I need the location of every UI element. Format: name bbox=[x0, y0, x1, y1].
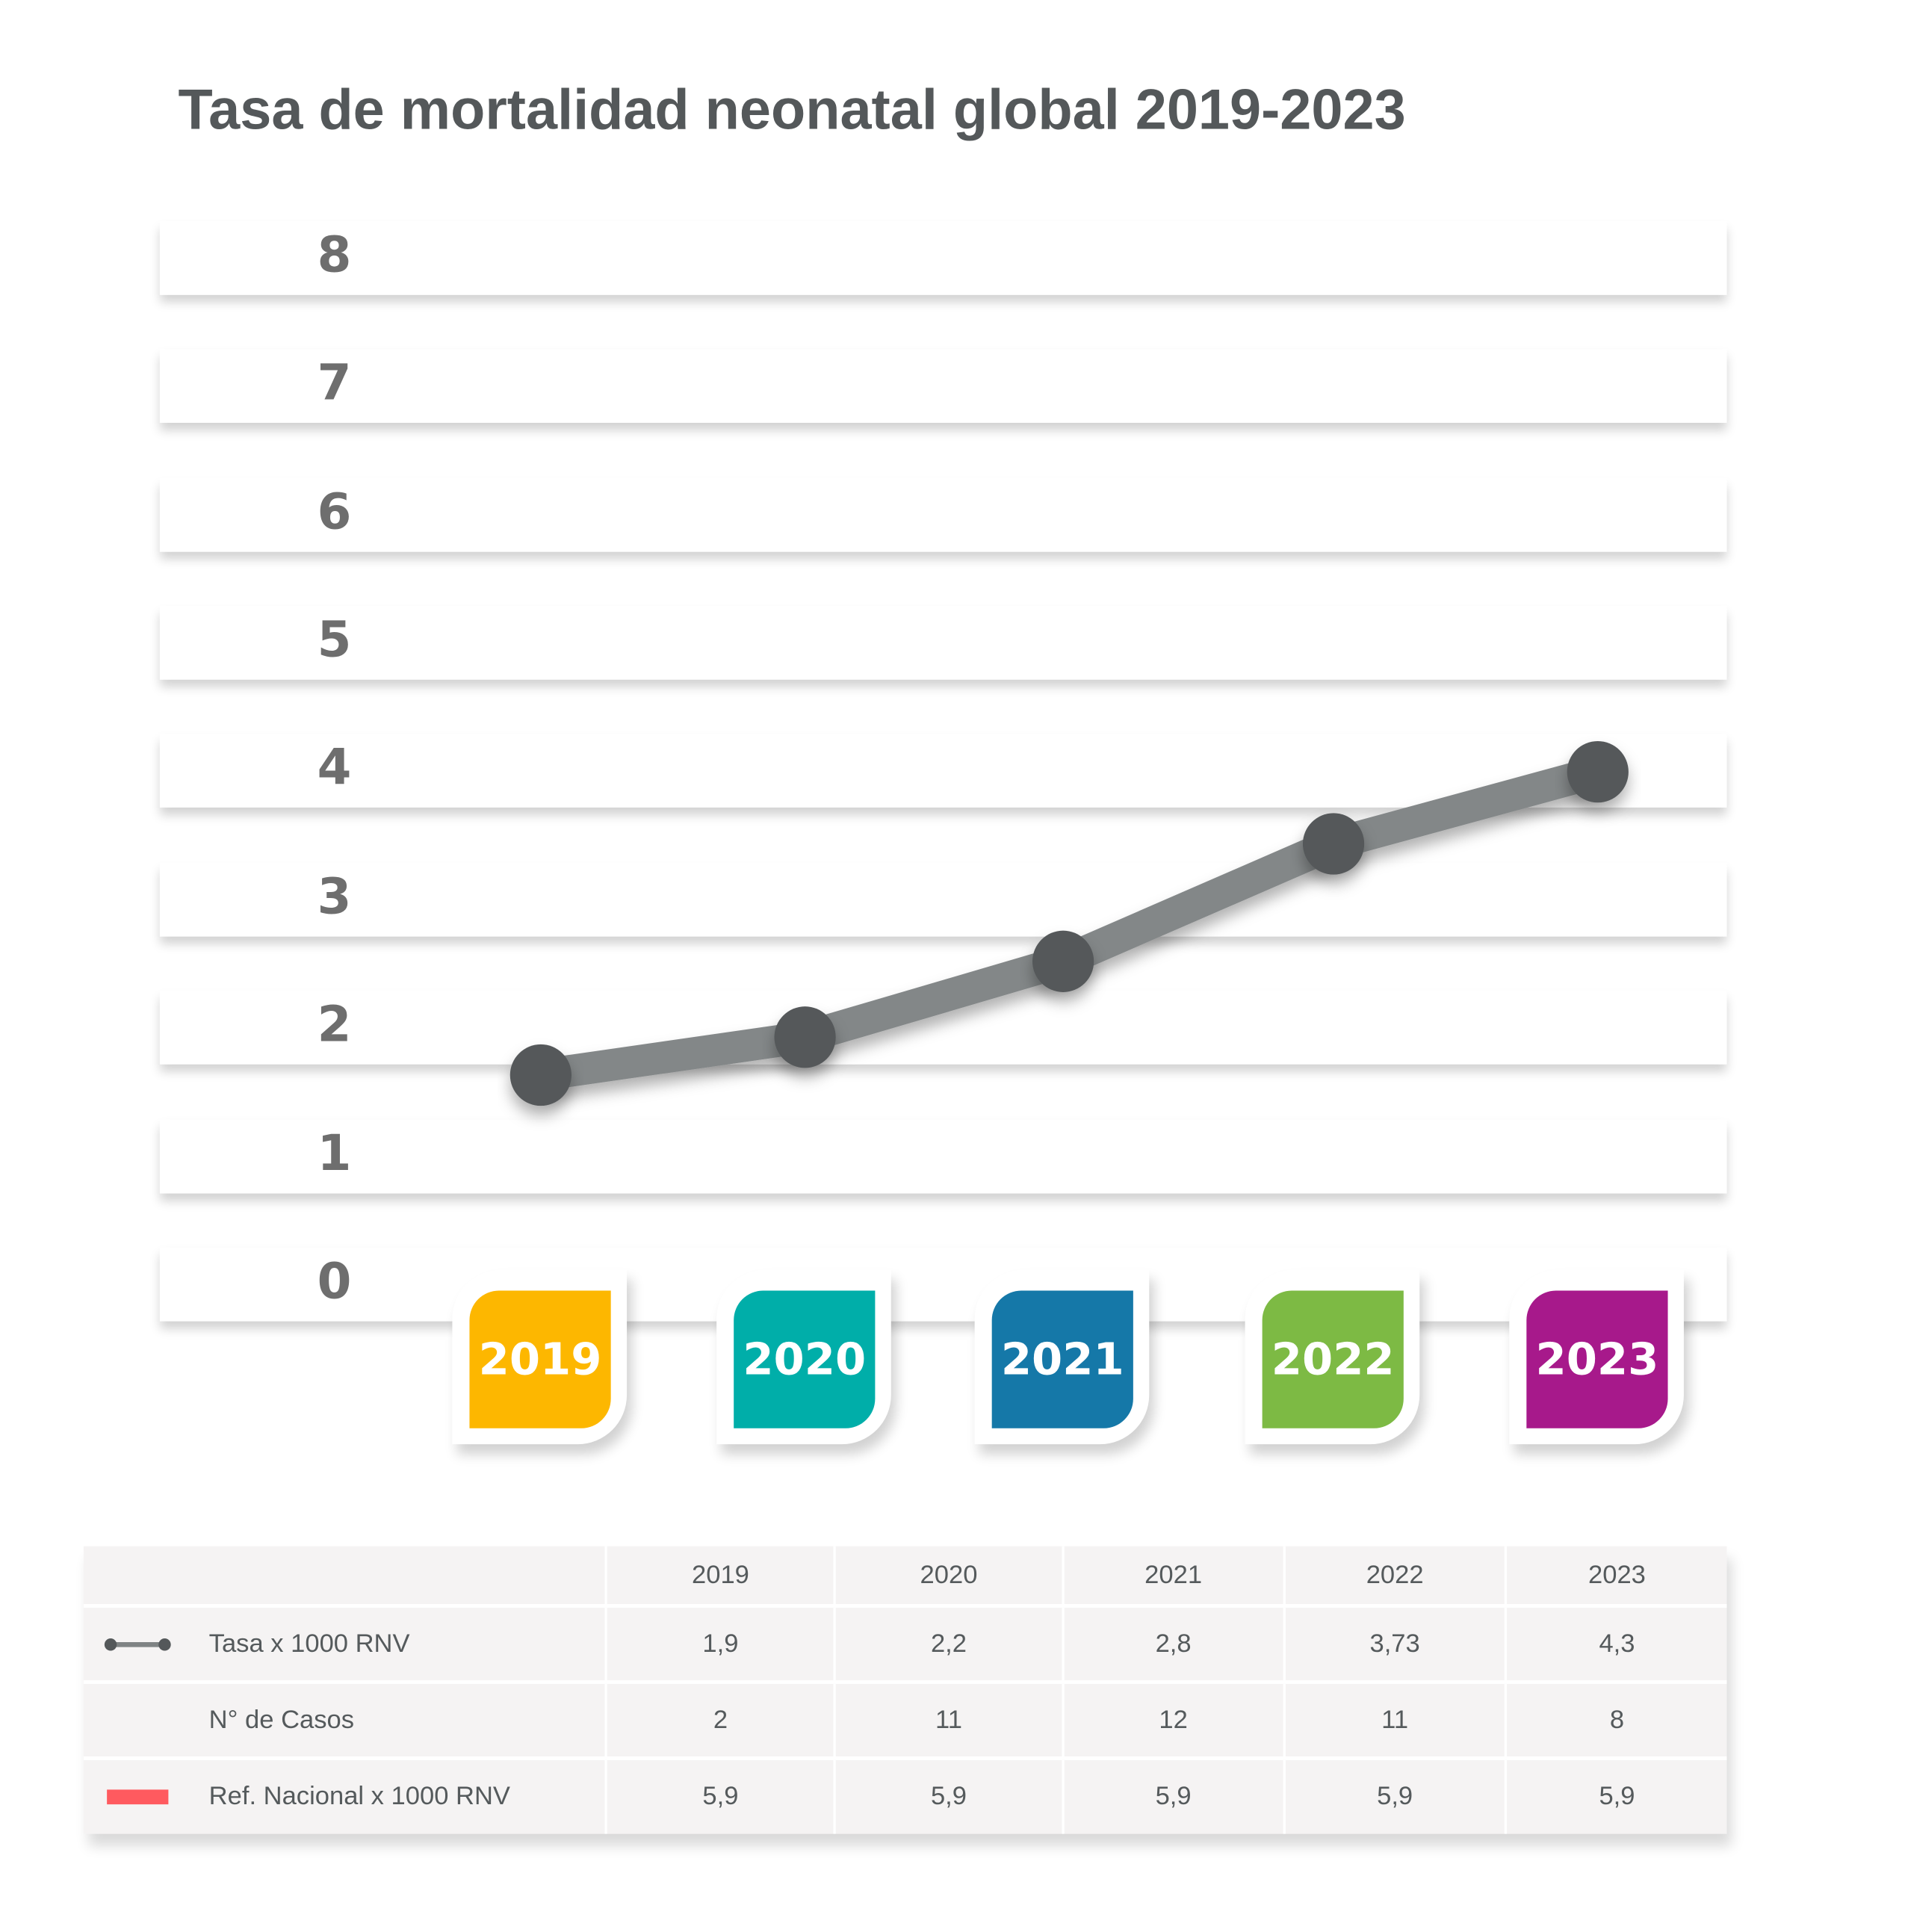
row-label: Ref. Nacional x 1000 RNV bbox=[84, 1760, 605, 1834]
table-cell: 2 bbox=[605, 1683, 834, 1756]
grid-band bbox=[159, 220, 1727, 295]
table-cell: 5,9 bbox=[833, 1759, 1062, 1834]
row-label-text: N° de Casos bbox=[208, 1705, 355, 1734]
x-category-card: 2020 bbox=[716, 1269, 891, 1445]
x-category-card: 2022 bbox=[1245, 1269, 1420, 1445]
y-tick-label: 1 bbox=[317, 1125, 352, 1183]
x-tick-label: 2023 bbox=[1526, 1290, 1668, 1428]
table-cell: 2,8 bbox=[1062, 1607, 1283, 1680]
header-cell: 2022 bbox=[1282, 1546, 1505, 1604]
data-point bbox=[1567, 740, 1629, 803]
header-blank bbox=[84, 1546, 605, 1604]
table-header-row: 2019 2020 2021 2022 2023 bbox=[83, 1546, 1727, 1608]
line-marker-legend-icon bbox=[104, 1638, 171, 1651]
x-category-card: 2021 bbox=[974, 1269, 1150, 1445]
header-cell: 2020 bbox=[833, 1546, 1062, 1604]
grid-band bbox=[159, 477, 1727, 552]
y-tick-label: 8 bbox=[317, 227, 352, 284]
data-table: 2019 2020 2021 2022 2023 Tasa x 1000 RNV… bbox=[83, 1546, 1727, 1834]
data-point bbox=[1302, 813, 1365, 875]
y-tick-label: 6 bbox=[317, 483, 352, 541]
grid-band bbox=[159, 349, 1727, 424]
series-line bbox=[538, 756, 1602, 1092]
data-point bbox=[509, 1044, 572, 1106]
chart-title: Tasa de mortalidad neonatal global 2019-… bbox=[178, 77, 1406, 142]
table-row: Ref. Nacional x 1000 RNV 5,9 5,9 5,9 5,9… bbox=[84, 1759, 1727, 1834]
table-cell: 5,9 bbox=[1505, 1759, 1726, 1834]
table-cell: 1,9 bbox=[605, 1607, 834, 1680]
x-tick-label: 2020 bbox=[734, 1290, 876, 1428]
table-cell: 4,3 bbox=[1505, 1607, 1726, 1680]
row-label-text: Ref. Nacional x 1000 RNV bbox=[208, 1782, 510, 1811]
data-point bbox=[774, 1006, 836, 1068]
y-tick-label: 5 bbox=[317, 612, 352, 669]
red-bar-legend-icon bbox=[107, 1789, 169, 1805]
y-tick-label: 7 bbox=[317, 355, 352, 412]
x-tick-label: 2022 bbox=[1262, 1290, 1404, 1428]
table-cell: 12 bbox=[1062, 1683, 1283, 1756]
header-cell: 2023 bbox=[1505, 1546, 1726, 1604]
x-category-card: 2023 bbox=[1509, 1269, 1684, 1445]
row-label-text: Tasa x 1000 RNV bbox=[208, 1629, 410, 1658]
header-cell: 2019 bbox=[605, 1546, 834, 1604]
table-cell: 2,2 bbox=[833, 1607, 1062, 1680]
row-label: Tasa x 1000 RNV bbox=[84, 1608, 605, 1680]
y-tick-label: 3 bbox=[317, 868, 352, 926]
table-cell: 5,9 bbox=[605, 1759, 834, 1834]
x-tick-label: 2021 bbox=[991, 1290, 1133, 1428]
table-cell: 8 bbox=[1505, 1683, 1726, 1756]
grid-band bbox=[159, 606, 1727, 680]
table-cell: 11 bbox=[1282, 1683, 1505, 1756]
grid-band bbox=[159, 1119, 1727, 1193]
table-cell: 5,9 bbox=[1282, 1759, 1505, 1834]
table-cell: 11 bbox=[833, 1683, 1062, 1756]
data-point bbox=[1032, 930, 1094, 992]
header-cell: 2021 bbox=[1062, 1546, 1283, 1604]
row-label: N° de Casos bbox=[84, 1684, 605, 1756]
table-cell: 3,73 bbox=[1282, 1607, 1505, 1680]
x-category-card: 2019 bbox=[452, 1269, 628, 1445]
table-row: N° de Casos 2 11 12 11 8 bbox=[83, 1683, 1727, 1760]
table-cell: 5,9 bbox=[1062, 1759, 1283, 1834]
y-tick-label: 4 bbox=[317, 740, 352, 797]
table-row: Tasa x 1000 RNV 1,9 2,2 2,8 3,73 4,3 bbox=[83, 1607, 1727, 1684]
y-tick-label: 0 bbox=[317, 1254, 352, 1310]
y-tick-label: 2 bbox=[317, 997, 352, 1054]
x-tick-label: 2019 bbox=[469, 1290, 611, 1428]
grid-band bbox=[159, 862, 1727, 937]
grid-band bbox=[159, 1247, 1727, 1322]
